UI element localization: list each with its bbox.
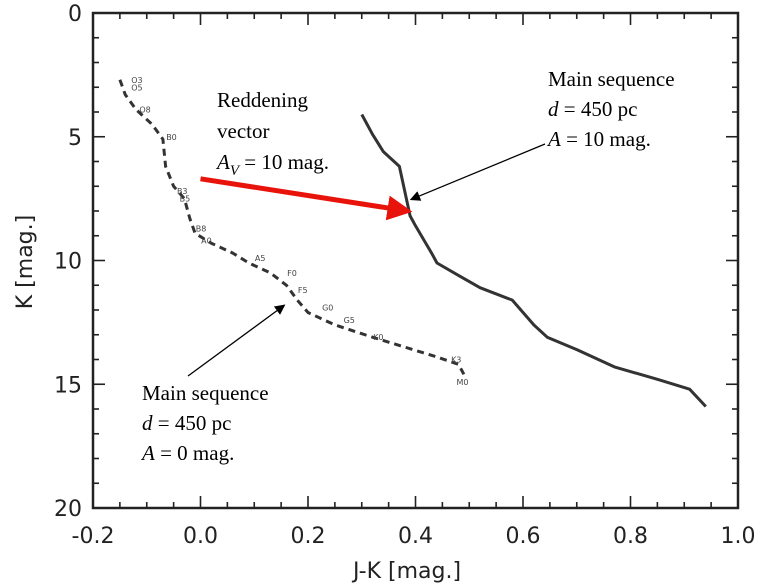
x-tick-label: -0.2 [72, 524, 115, 549]
x-tick-label: 0.4 [398, 524, 433, 549]
spectral-type-label: O8 [139, 106, 150, 115]
y-tick-label: 20 [54, 497, 82, 522]
reddening-vector-arrow [200, 176, 413, 221]
spectral-type-label: F0 [287, 269, 297, 278]
spectral-type-label: G5 [344, 316, 355, 325]
series-layer [118, 79, 707, 408]
spectral-type-label: K3 [451, 356, 461, 365]
annotation-unreddened-ms-d-symbol: d [142, 411, 153, 435]
series-line-unreddened [118, 79, 466, 376]
series-line-reddened [360, 113, 707, 408]
spectral-type-label: G0 [322, 304, 333, 313]
annotation-unreddened-ms-line-1: Main sequence [142, 381, 269, 405]
x-axis-title: J-K [mag.] [351, 559, 461, 584]
annotation-reddening-line-2: vector [217, 119, 269, 143]
annotation-reddened-ms: Main sequence d = 450 pc A = 10 mag. [546, 67, 680, 151]
spectral-type-label: F5 [298, 286, 308, 295]
annotation-reddening-av-value: = 10 mag. [239, 150, 329, 174]
x-tick-label: 0.0 [183, 524, 218, 549]
x-tick-label: 0.2 [291, 524, 326, 549]
y-tick-label: 5 [68, 126, 82, 151]
annotation-reddened-ms-line-1: Main sequence [548, 67, 675, 91]
annotation-reddened-ms-a-symbol: A [546, 127, 561, 151]
annotation-reddened-ms-a-value: = 10 mag. [561, 127, 651, 151]
spectral-type-label: O5 [131, 83, 142, 92]
x-tick-label: 0.8 [613, 524, 648, 549]
y-tick-label: 10 [54, 250, 82, 275]
y-tick-label: 0 [68, 2, 82, 27]
spectral-type-label: B8 [196, 224, 207, 233]
y-axis: 0 5 10 15 20 [54, 2, 738, 522]
spectral-type-label: B3 [177, 187, 188, 196]
pointer-arrow-unreddened-ms [187, 304, 286, 377]
annotation-reddening-line-1: Reddening [217, 88, 308, 112]
annotation-unreddened-ms-d-value: = 450 pc [153, 411, 232, 435]
annotation-unreddened-ms-a-symbol: A [140, 441, 155, 465]
x-tick-label: 1.0 [721, 524, 756, 549]
annotation-reddening: Reddening vector AV = 10 mag. [215, 88, 329, 179]
spectral-type-label: B5 [180, 195, 191, 204]
spectral-type-label: B0 [166, 133, 177, 142]
spectral-type-label: A5 [255, 254, 266, 263]
annotation-unreddened-ms: Main sequence d = 450 pc A = 0 mag. [140, 381, 274, 465]
annotation-unreddened-ms-a-value: = 0 mag. [155, 441, 235, 465]
annotation-reddening-av-subscript: V [230, 163, 241, 179]
pointer-arrow-reddened-ms [409, 143, 546, 201]
y-tick-label: 15 [54, 373, 82, 398]
y-axis-title: K [mag.] [13, 215, 38, 309]
spectral-type-label: A0 [201, 237, 212, 246]
x-axis: -0.2 0.0 0.2 0.4 0.6 0.8 1.0 [72, 13, 756, 549]
annotation-reddened-ms-d-symbol: d [548, 97, 559, 121]
annotation-reddened-ms-d-value: = 450 pc [559, 97, 638, 121]
annotation-reddening-av-symbol: A [215, 150, 230, 174]
spectral-type-label: K0 [373, 333, 383, 342]
x-tick-label: 0.6 [506, 524, 541, 549]
spectral-type-label: M0 [456, 378, 468, 387]
spectral-type-label: O3 [131, 76, 142, 85]
